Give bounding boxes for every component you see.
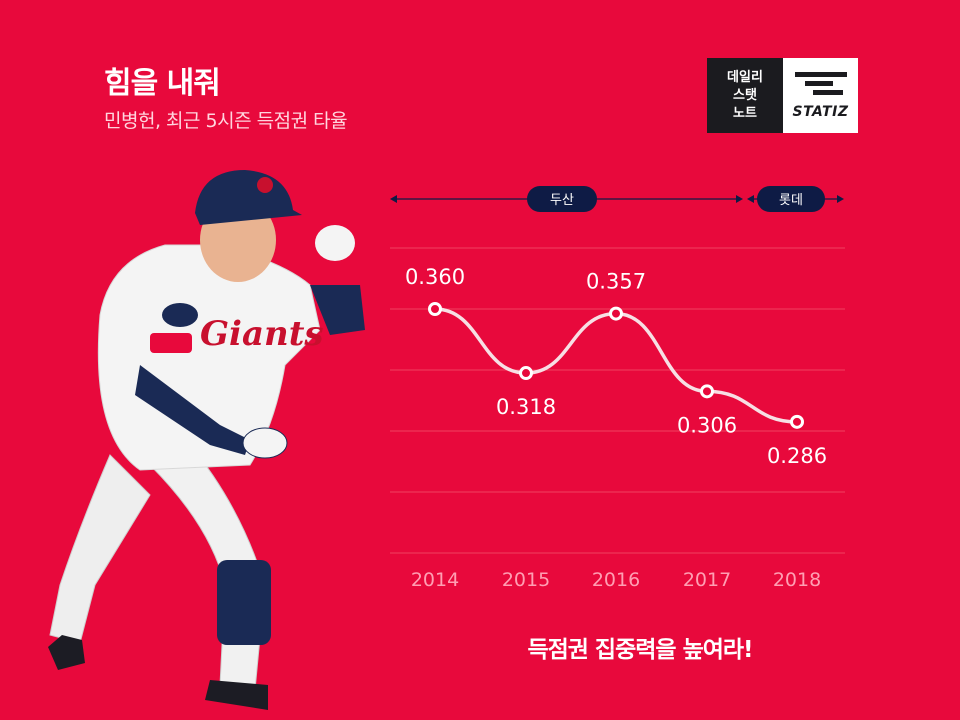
data-label-2018: 0.286 <box>767 444 827 468</box>
team-period-bar: 두산 롯데 <box>390 186 844 212</box>
page-title: 힘을 내줘 <box>104 66 221 101</box>
x-tick-layer: 2014 2015 2016 2017 2018 <box>411 569 821 591</box>
team-pill <box>527 186 597 212</box>
statiz-logo: 데일리 스탯 노트 STATIZ <box>707 58 858 133</box>
x-tick-2018: 2018 <box>773 569 821 591</box>
x-tick-2017: 2017 <box>683 569 731 591</box>
statiz-brand-mark: STATIZ <box>783 58 858 133</box>
footer-caption: 득점권 집중력을 높여라! <box>527 637 753 663</box>
series-line-layer <box>434 307 798 424</box>
data-label-2014: 0.360 <box>405 265 465 289</box>
data-point-2015 <box>519 366 533 381</box>
series-line <box>434 307 798 424</box>
arrow-head-icon <box>390 195 397 203</box>
x-tick-2016: 2016 <box>592 569 640 591</box>
data-point-2016 <box>609 306 623 321</box>
svg-text:Giants: Giants <box>200 314 324 354</box>
team-label-0: 두산 <box>550 193 574 208</box>
data-point-2017 <box>700 384 714 399</box>
data-point-2014 <box>428 302 442 316</box>
statiz-bars-icon <box>795 72 847 95</box>
daily-stat-note-badge: 데일리 스탯 노트 <box>707 58 783 133</box>
point-layer <box>428 302 804 429</box>
arrow-head-icon <box>837 195 844 203</box>
team-pill <box>757 186 825 212</box>
logo-line-3: 노트 <box>733 105 757 121</box>
x-tick-2014: 2014 <box>411 569 459 591</box>
arrow-head-icon <box>747 195 754 203</box>
x-tick-2015: 2015 <box>502 569 550 591</box>
grid-layer <box>390 247 845 554</box>
arrow-head-icon <box>736 195 743 203</box>
logo-line-1: 데일리 <box>727 69 763 85</box>
page-subtitle: 민병헌, 최근 5시즌 득점권 타율 <box>104 110 348 132</box>
statiz-wordmark: STATIZ <box>792 104 849 120</box>
data-label-2015: 0.318 <box>496 395 556 419</box>
logo-line-2: 스탯 <box>733 87 757 103</box>
baseball-player-image: Giants <box>48 170 365 710</box>
team-label-1: 롯데 <box>779 193 803 208</box>
data-point-2018 <box>790 414 804 429</box>
data-label-layer: 0.360 0.318 0.357 0.306 0.286 <box>405 265 827 468</box>
data-label-2017: 0.306 <box>677 413 737 437</box>
data-label-2016: 0.357 <box>586 270 646 294</box>
